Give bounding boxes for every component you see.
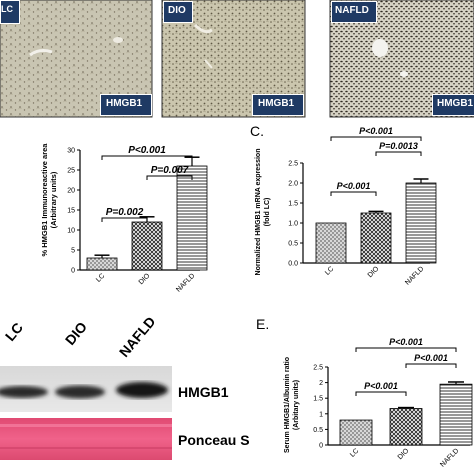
panel-e-ylabel-line2: (Arbitary units): [293, 379, 300, 431]
panel-c-ytick-label: 0.0: [288, 261, 298, 268]
panel-e-sig-label: P<0.001: [364, 381, 398, 391]
panel-e-ytick-label: 0: [319, 443, 323, 450]
panel-b-xtick-label: NAFLD: [175, 272, 196, 293]
panel-b-xtick-label: LC: [95, 272, 106, 283]
panel-b-sig-bracket: [146, 175, 193, 180]
panel-b-ytick-label: 5: [71, 248, 75, 255]
band-label-hmgb1: HMGB1: [178, 384, 229, 400]
panel-c-ylabel-line2: (fold LC): [264, 197, 271, 227]
panel-c-xtick-label: DIO: [367, 265, 381, 279]
panel-e-sig-label: P<0.001: [389, 337, 423, 347]
panel-c-sig-bracket: [330, 191, 377, 196]
panel-e-bar-nafld: [439, 383, 473, 446]
panel-b-sig-label: P=0.002: [106, 207, 144, 218]
panel-b-bar-lc: [86, 257, 118, 271]
panel-c-ytick-label: 2.5: [288, 161, 298, 168]
panel-e-ylabel-line1: Serum HMGB1/Albumin ratio: [284, 356, 291, 454]
panel-letter-e: E.: [256, 316, 270, 332]
blot-band-nafld: [116, 382, 168, 398]
panel-c-ytick-label: 2.0: [288, 181, 298, 188]
panel-b-ytick-label: 20: [67, 188, 75, 195]
panel-e-sig-bracket: [355, 391, 407, 396]
image-tag-dio: [163, 1, 193, 23]
blot-band-dio: [55, 385, 105, 399]
panel-letter-c: C.: [250, 123, 264, 139]
panel-c-sig-label: P<0.001: [337, 181, 371, 191]
western-blot: [0, 366, 172, 412]
panel-e-xtick-label: LC: [349, 447, 360, 458]
panel-b-ytick-label: 10: [67, 228, 75, 235]
image-label-hmgb1-nafld-text: HMGB1: [437, 98, 474, 109]
image-tag-nafld: [331, 1, 377, 23]
panel-e-xtick-label: DIO: [397, 447, 411, 461]
panel-c-sig-label: P=0.0013: [379, 141, 418, 151]
panel-c-sig-bracket: [330, 136, 422, 141]
panel-b-chart: 0 5 10 15 20 25 30 LC DIO NAFLD P<0.001 P=0.007 P=0.…: [67, 145, 208, 294]
panel-b-ylabel-line1: % HMGB1 Immunoreactive area: [40, 143, 49, 257]
panel-e-bar-lc: [339, 419, 373, 446]
panel-b-ylabel-line2: (Arbitrary units): [49, 171, 58, 229]
ponceau-stain: [0, 418, 172, 460]
panel-b-sig-bracket: [101, 155, 193, 160]
panel-b-sig-bracket: [101, 217, 148, 222]
panel-b-ytick-label: 0: [71, 268, 75, 275]
panel-c-sig-bracket: [375, 151, 422, 156]
panel-b-sig-label: P<0.001: [128, 145, 166, 156]
panel-c-xtick-label: LC: [324, 265, 335, 276]
image-tag-nafld-text: NAFLD: [335, 5, 369, 16]
panel-c-bar-lc: [315, 222, 347, 264]
panel-c-xtick-label: NAFLD: [404, 265, 425, 286]
panel-c-ylabel: Normalized HMGB1 mRNA expression (fold L…: [254, 137, 272, 287]
image-tag-lc: [0, 0, 20, 24]
histology-image-lc: [0, 0, 152, 117]
panel-b-bar-dio: [131, 221, 163, 271]
image-label-hmgb1-lc-text: HMGB1: [106, 98, 143, 109]
panel-c-ytick-label: 1.0: [288, 221, 298, 228]
image-tag-lc-text: LC: [1, 4, 13, 14]
image-label-hmgb1-lc: [100, 94, 152, 116]
panel-e-ytick-label: 2.5: [313, 365, 323, 372]
panel-e-chart: 0 0.5 1 1.5 2 2.5 LC DIO NAFLD P<0.001 P<0.001 P<0.…: [313, 337, 473, 469]
image-label-hmgb1-dio-text: HMGB1: [258, 98, 295, 109]
panel-c-ytick-label: 0.5: [288, 241, 298, 248]
panel-b-sig-label: P=0.007: [151, 165, 189, 176]
band-label-ponceau: Ponceau S: [178, 432, 250, 448]
panel-b-xtick-label: DIO: [138, 272, 152, 286]
blot-band-lc: [0, 386, 48, 398]
panel-e-ytick-label: 2: [319, 380, 323, 387]
panel-c-bar-nafld: [405, 182, 437, 264]
panel-e-sig-bracket: [405, 363, 457, 368]
panel-b-ytick-label: 15: [67, 208, 75, 215]
panel-b-ylabel: % HMGB1 Immunoreactive area (Arbitrary u…: [40, 130, 58, 270]
panel-c-ylabel-line1: Normalized HMGB1 mRNA expression: [255, 148, 262, 276]
panel-e-sig-label: P<0.001: [414, 353, 448, 363]
panel-e-xtick-label: NAFLD: [439, 447, 460, 468]
panel-e-ytick-label: 1.5: [313, 396, 323, 403]
image-tag-dio-text: DIO: [168, 5, 186, 16]
panel-b-ytick-label: 25: [67, 168, 75, 175]
image-label-hmgb1-dio: [252, 94, 304, 116]
panel-c-sig-label: P<0.001: [359, 126, 393, 136]
panel-c-bar-dio: [360, 212, 392, 264]
panel-e-ytick-label: 1: [319, 411, 323, 418]
panel-e-ytick-label: 0.5: [313, 427, 323, 434]
panel-e-bar-dio: [389, 408, 423, 446]
panel-c-ytick-label: 1.5: [288, 201, 298, 208]
panel-b-ytick-label: 30: [67, 148, 75, 155]
image-label-hmgb1-nafld: [432, 94, 474, 116]
panel-e-sig-bracket: [355, 347, 457, 352]
panel-e-ylabel: Serum HMGB1/Albumin ratio (Arbitary unit…: [283, 345, 301, 465]
panel-c-chart: 0.0 0.5 1.0 1.5 2.0 2.5 LC DIO NAFLD P<0.001 P=0.0…: [288, 126, 437, 287]
panel-b-bar-nafld: [176, 165, 208, 271]
